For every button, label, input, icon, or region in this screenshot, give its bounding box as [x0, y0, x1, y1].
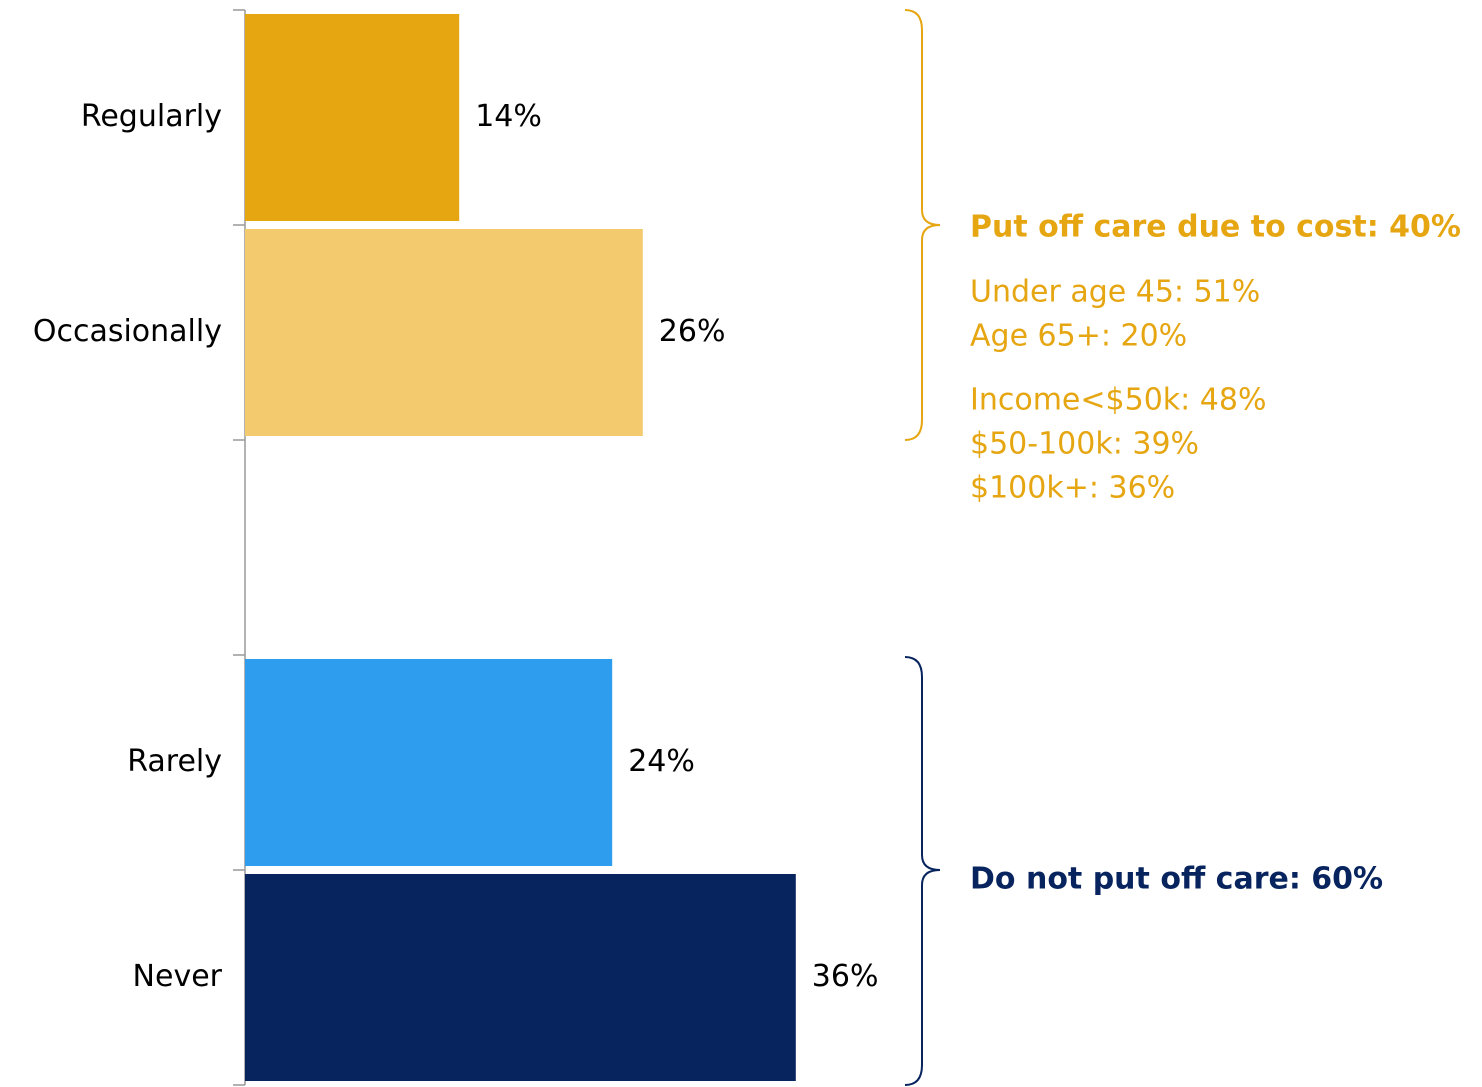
value-label: 36% — [812, 959, 879, 994]
category-label: Regularly — [81, 99, 222, 134]
annotation-line: $50-100k: 39% — [970, 427, 1199, 462]
annotation-title: Put off care due to cost: 40% — [970, 210, 1461, 245]
category-label: Rarely — [127, 744, 222, 779]
annotation-line: Age 65+: 20% — [970, 319, 1187, 354]
category-label: Never — [133, 959, 223, 994]
annotation-line: $100k+: 36% — [970, 471, 1175, 506]
value-label: 24% — [628, 744, 695, 779]
bar — [245, 659, 613, 866]
bar — [245, 14, 460, 221]
bracket-do-not — [904, 656, 941, 1086]
bar — [245, 229, 643, 436]
value-label: 26% — [659, 314, 726, 349]
bar — [245, 874, 796, 1081]
bracket-put-off — [904, 9, 941, 441]
category-label: Occasionally — [33, 314, 222, 349]
annotation-line: Under age 45: 51% — [970, 275, 1260, 310]
annotation-title: Do not put off care: 60% — [970, 862, 1383, 897]
value-label: 14% — [475, 99, 542, 134]
annotation-line: Income<$50k: 48% — [970, 383, 1266, 418]
